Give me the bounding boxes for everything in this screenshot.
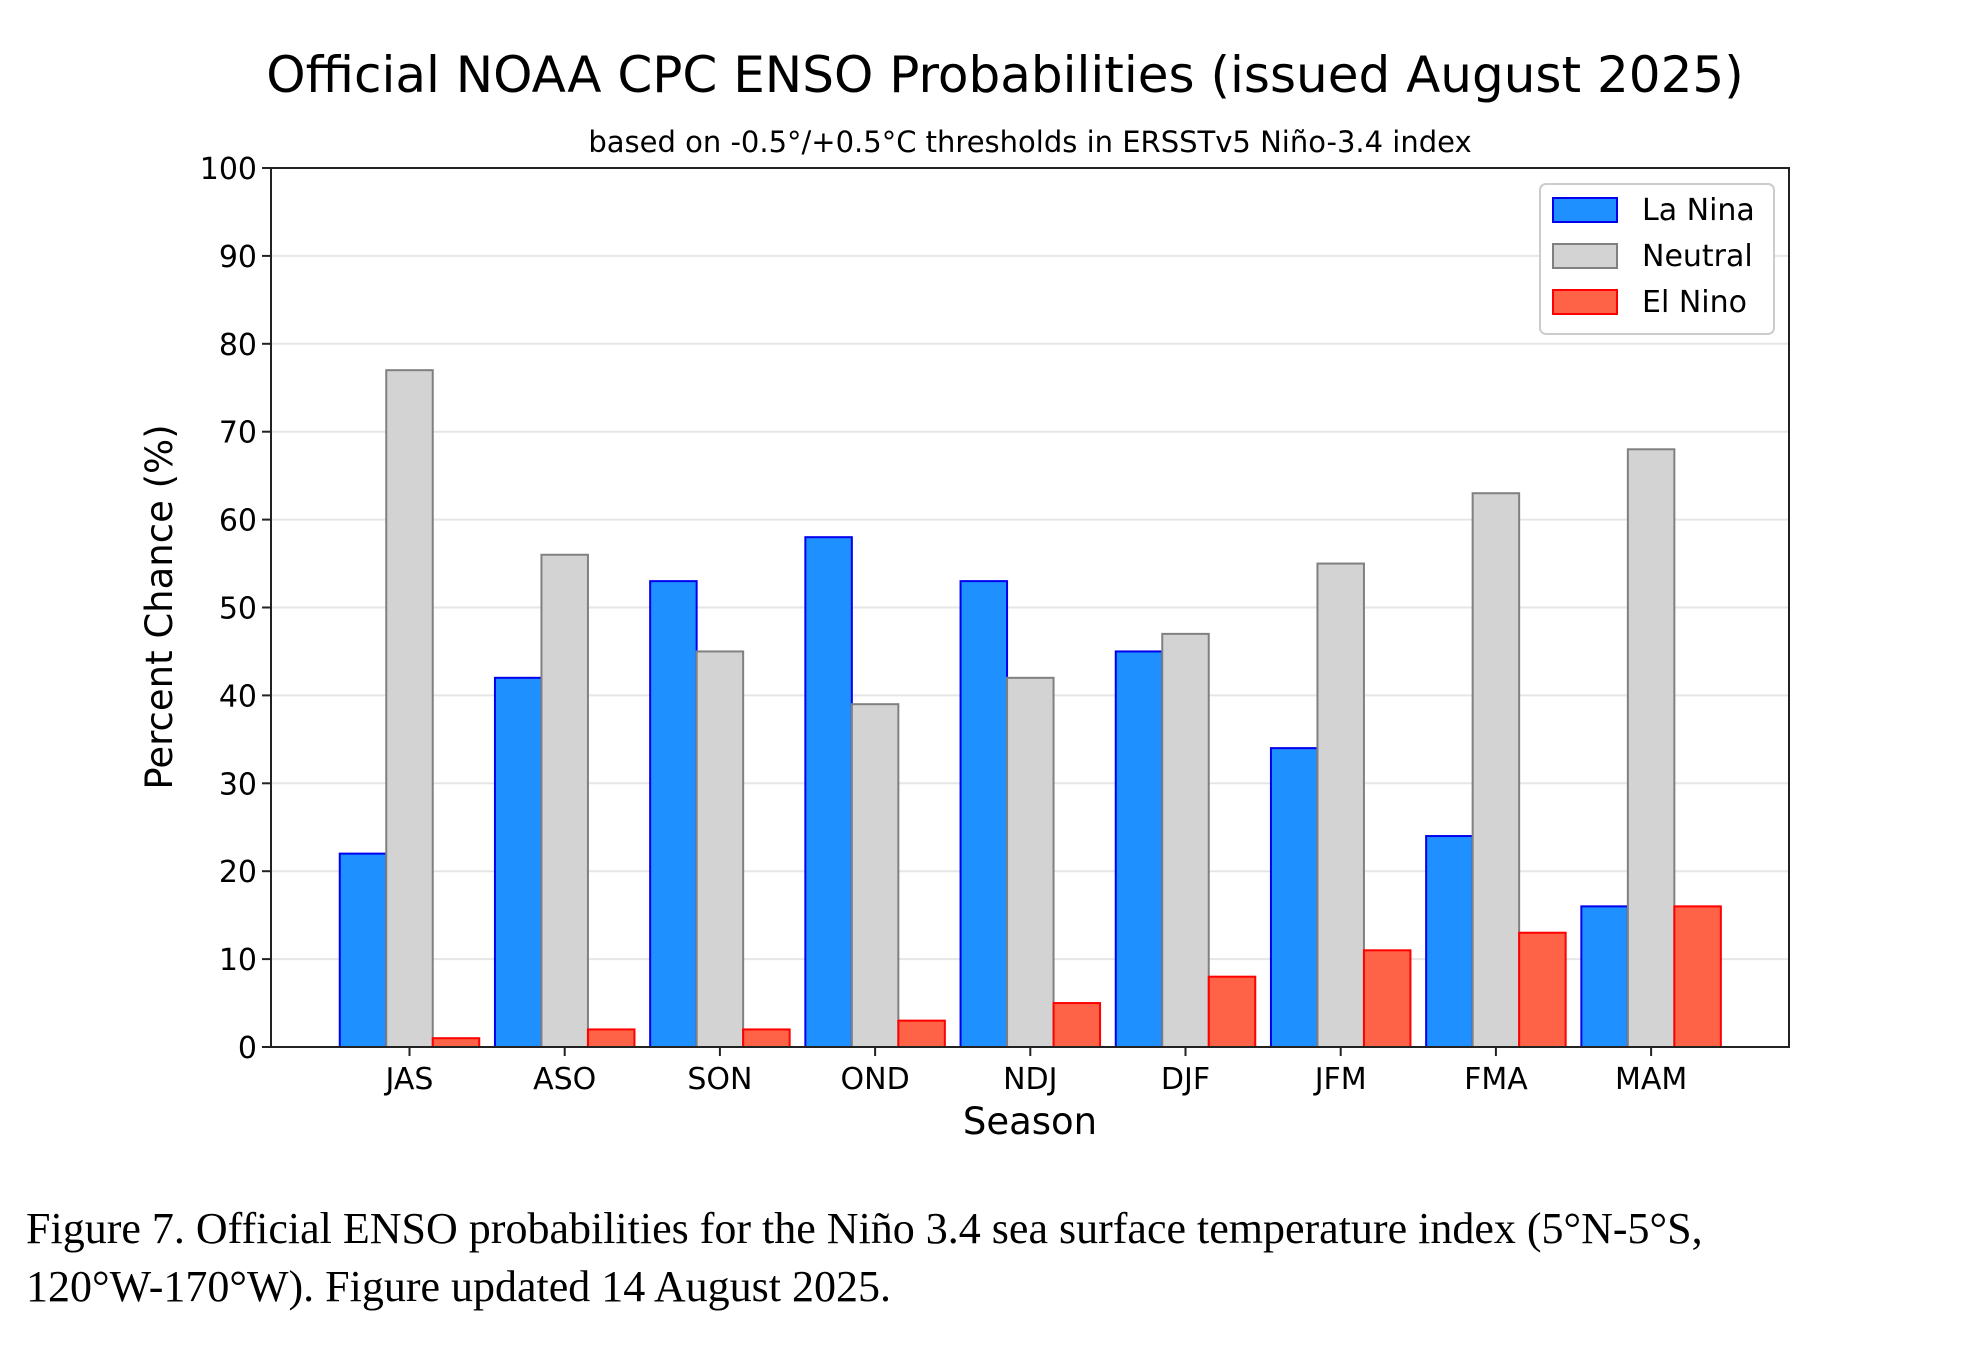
- bar-neutral-ond: [850, 703, 900, 1048]
- y-tick-label: 50: [219, 592, 257, 627]
- bar-neutral-jfm: [1316, 562, 1365, 1048]
- y-tick-label: 90: [219, 240, 257, 275]
- y-tick-label: 60: [219, 504, 257, 539]
- legend-label: Neutral: [1642, 239, 1753, 274]
- y-axis-label: Percent Chance (%): [138, 424, 181, 789]
- caption-line-1: Figure 7. Official ENSO probabilities fo…: [26, 1204, 1703, 1253]
- bar-la-nina-aso: [493, 676, 543, 1048]
- legend-swatch-la-nina: [1552, 197, 1618, 223]
- chart-title: Official NOAA CPC ENSO Probabilities (is…: [266, 46, 1743, 104]
- bar-el-nino-jas: [431, 1037, 481, 1048]
- y-tick-label: 10: [219, 943, 257, 978]
- bar-la-nina-fma: [1425, 835, 1474, 1048]
- x-tick-label: JAS: [384, 1062, 434, 1097]
- bar-el-nino-ond: [897, 1019, 946, 1049]
- bar-el-nino-jfm: [1362, 949, 1412, 1048]
- x-tick-label: OND: [841, 1062, 910, 1097]
- legend: La Nina Neutral El Nino: [1539, 183, 1775, 335]
- bar-la-nina-ndj: [959, 580, 1009, 1048]
- bar-neutral-jas: [385, 369, 434, 1049]
- x-tick-label: JFM: [1313, 1062, 1367, 1097]
- bar-el-nino-son: [742, 1028, 791, 1049]
- legend-swatch-el-nino: [1552, 289, 1618, 315]
- x-tick-label: MAM: [1615, 1062, 1687, 1097]
- bar-neutral-fma: [1471, 492, 1521, 1049]
- x-tick-label: ASO: [533, 1062, 596, 1097]
- x-tick-label: DJF: [1161, 1062, 1210, 1097]
- y-tick-label: 80: [219, 328, 257, 363]
- bar-el-nino-fma: [1518, 931, 1567, 1048]
- x-tick-label: SON: [687, 1062, 752, 1097]
- figure-caption: Figure 7. Official ENSO probabilities fo…: [26, 1200, 1956, 1316]
- bar-neutral-ndj: [1006, 676, 1055, 1048]
- y-tick-label: 20: [219, 855, 257, 890]
- bar-la-nina-son: [649, 580, 698, 1048]
- chart-subtitle: based on -0.5°/+0.5°C thresholds in ERSS…: [588, 125, 1471, 159]
- legend-swatch-neutral: [1552, 243, 1618, 269]
- bar-la-nina-djf: [1114, 650, 1164, 1048]
- bar-la-nina-jas: [338, 852, 388, 1048]
- bar-el-nino-ndj: [1052, 1002, 1102, 1048]
- bar-neutral-mam: [1626, 448, 1676, 1048]
- x-axis-label: Season: [963, 1100, 1097, 1143]
- bar-la-nina-jfm: [1269, 747, 1319, 1048]
- bar-la-nina-mam: [1580, 905, 1629, 1048]
- bar-neutral-aso: [540, 553, 589, 1048]
- x-tick-label: FMA: [1464, 1062, 1528, 1097]
- legend-label: El Nino: [1642, 285, 1747, 320]
- bar-el-nino-mam: [1673, 905, 1722, 1048]
- y-tick-label: 40: [219, 679, 257, 714]
- y-tick-label: 70: [219, 416, 257, 451]
- y-tick-label: 0: [238, 1031, 257, 1066]
- bar-neutral-djf: [1161, 632, 1210, 1048]
- y-tick-label: 30: [219, 767, 257, 802]
- bar-el-nino-aso: [586, 1028, 636, 1049]
- caption-line-2: 120°W-170°W). Figure updated 14 August 2…: [26, 1262, 891, 1311]
- y-tick-label: 100: [200, 152, 257, 187]
- bar-neutral-son: [695, 650, 745, 1048]
- x-tick-label: NDJ: [1003, 1062, 1057, 1097]
- legend-label: La Nina: [1642, 193, 1755, 228]
- bar-la-nina-ond: [804, 536, 853, 1048]
- bar-el-nino-djf: [1207, 975, 1257, 1048]
